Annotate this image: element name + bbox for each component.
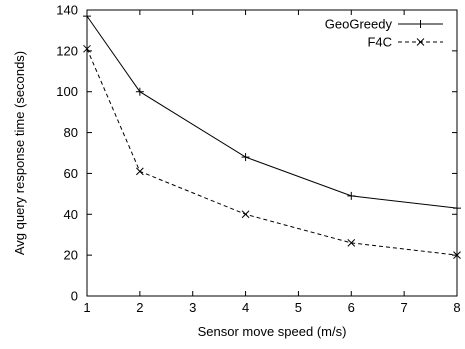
y-tick-label: 120 xyxy=(56,43,78,58)
x-tick-label: 6 xyxy=(348,300,355,315)
y-tick-label: 80 xyxy=(64,125,78,140)
legend-label-f4c: F4C xyxy=(367,35,392,50)
legend-label-geogreedy: GeoGreedy xyxy=(325,17,393,32)
y-tick-label: 20 xyxy=(64,248,78,263)
x-tick-label: 4 xyxy=(242,300,249,315)
data-point-f4c xyxy=(136,167,144,176)
y-tick-label: 40 xyxy=(64,207,78,222)
series-lines xyxy=(86,15,458,256)
y-tick-label: 100 xyxy=(56,84,78,99)
x-tick-label: 5 xyxy=(295,300,302,315)
y-tick-label: 0 xyxy=(71,289,78,304)
y-tick-label: 140 xyxy=(56,3,78,18)
legend-marker-f4c xyxy=(416,38,425,46)
data-point-geogreedy xyxy=(347,191,356,200)
legend-marker-geogreedy xyxy=(416,20,425,28)
y-axis-label: Avg query response time (seconds) xyxy=(12,51,27,255)
data-point-geogreedy xyxy=(241,153,250,162)
x-tick-label: 2 xyxy=(136,300,143,315)
x-tick-label: 7 xyxy=(401,300,408,315)
x-tick-label: 1 xyxy=(83,300,90,315)
legend: GeoGreedy F4C xyxy=(325,17,443,50)
x-tick-label: 3 xyxy=(189,300,196,315)
data-point-f4c xyxy=(241,210,250,219)
data-point-f4c xyxy=(347,239,356,247)
series-line-f4c xyxy=(86,48,458,256)
series-line-geogreedy xyxy=(86,15,458,209)
plot-area-frame xyxy=(86,9,458,297)
data-point-geogreedy xyxy=(135,87,144,96)
x-axis-label: Sensor move speed (m/s) xyxy=(198,324,347,339)
y-tick-label: 60 xyxy=(64,166,78,181)
x-tick-label: 8 xyxy=(453,300,460,315)
